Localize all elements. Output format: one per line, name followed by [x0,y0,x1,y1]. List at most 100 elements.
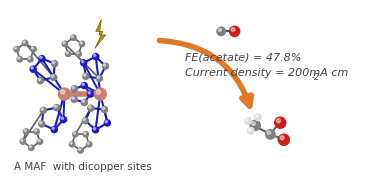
Circle shape [50,74,57,81]
Circle shape [104,119,111,127]
Circle shape [82,83,84,86]
Circle shape [81,82,88,89]
Circle shape [65,50,71,57]
Circle shape [82,73,89,80]
Circle shape [97,76,99,78]
Circle shape [40,107,47,114]
Circle shape [60,116,67,123]
Circle shape [51,60,59,67]
Circle shape [105,121,107,123]
Circle shape [267,131,270,134]
Circle shape [92,126,99,134]
Circle shape [72,131,79,138]
Circle shape [14,47,17,49]
Circle shape [61,117,64,120]
Polygon shape [95,20,106,48]
Circle shape [69,141,75,148]
Circle shape [40,56,42,59]
Circle shape [102,62,109,70]
Circle shape [87,104,95,112]
Circle shape [216,26,226,36]
Circle shape [38,78,40,81]
Circle shape [229,26,240,37]
Circle shape [87,90,94,98]
Circle shape [277,133,290,146]
Circle shape [96,90,100,94]
Circle shape [41,108,43,110]
Circle shape [88,92,91,94]
Circle shape [245,118,248,121]
Circle shape [81,99,88,106]
Circle shape [82,131,89,138]
Circle shape [252,122,255,125]
Circle shape [244,117,252,125]
Text: A MAF  with dicopper sites: A MAF with dicopper sites [14,162,152,172]
Circle shape [73,132,75,134]
Circle shape [84,132,86,134]
Circle shape [20,138,26,145]
Circle shape [22,40,28,46]
Circle shape [24,129,26,132]
Circle shape [265,129,276,140]
Circle shape [231,28,235,31]
Circle shape [93,87,107,101]
Circle shape [28,57,31,59]
Circle shape [23,41,25,43]
Circle shape [96,75,103,82]
Circle shape [80,59,87,67]
Circle shape [27,56,34,63]
Circle shape [82,117,89,125]
Circle shape [52,75,54,77]
Circle shape [77,147,84,154]
Circle shape [71,96,78,103]
Circle shape [75,50,82,57]
Circle shape [80,42,82,44]
Circle shape [93,54,96,57]
Circle shape [18,57,20,59]
Circle shape [218,28,222,31]
Circle shape [28,144,35,151]
Circle shape [33,128,40,135]
Circle shape [78,40,85,47]
Circle shape [50,126,58,133]
Circle shape [250,120,261,131]
Circle shape [58,87,71,101]
Circle shape [274,116,287,129]
Text: -2: -2 [312,74,320,82]
Circle shape [53,104,60,111]
Circle shape [30,46,37,53]
Circle shape [21,139,23,142]
Circle shape [254,113,262,121]
Circle shape [84,74,86,76]
Circle shape [23,128,29,135]
Circle shape [255,115,258,117]
Circle shape [86,141,92,148]
Circle shape [93,127,96,130]
Circle shape [29,146,32,148]
Circle shape [83,118,85,121]
Circle shape [13,46,20,53]
Text: Current density = 200mA cm: Current density = 200mA cm [185,68,349,78]
Circle shape [92,53,99,60]
Circle shape [52,127,54,130]
Circle shape [247,127,255,135]
Circle shape [70,142,72,144]
Circle shape [81,60,84,63]
Circle shape [66,52,68,54]
Circle shape [60,90,65,94]
Circle shape [70,34,77,41]
Circle shape [63,42,65,44]
Circle shape [37,77,44,84]
Circle shape [39,122,42,124]
Circle shape [102,107,105,110]
Circle shape [89,106,91,108]
Circle shape [61,40,68,47]
Circle shape [82,100,84,103]
Circle shape [38,55,46,62]
Circle shape [29,65,37,73]
Circle shape [54,105,57,108]
Circle shape [32,47,34,49]
Circle shape [248,128,251,131]
Circle shape [276,119,280,123]
Circle shape [35,129,37,132]
